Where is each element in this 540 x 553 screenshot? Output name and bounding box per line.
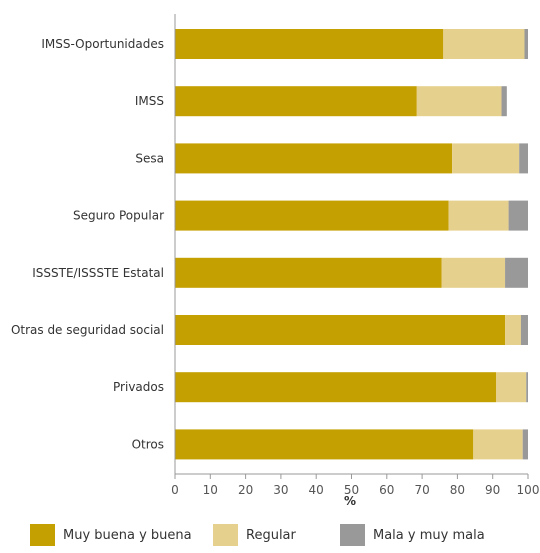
x-tick-label: 50 xyxy=(344,483,359,497)
bar-segment-8-3 xyxy=(522,429,528,460)
legend-swatch xyxy=(30,524,55,546)
bar-segment-4-1 xyxy=(175,200,449,231)
legend-swatch xyxy=(340,524,365,546)
category-label: Otras de seguridad social xyxy=(11,323,164,337)
bars-group xyxy=(175,29,528,460)
x-tick-label: 20 xyxy=(238,483,253,497)
x-tick-label: 40 xyxy=(309,483,324,497)
bar-segment-8-1 xyxy=(175,429,474,460)
bar-segment-6-1 xyxy=(175,315,506,345)
x-tick-label: 60 xyxy=(379,483,394,497)
x-axis-label: % xyxy=(344,494,356,508)
category-label: Otros xyxy=(132,437,164,451)
bar-segment-2-3 xyxy=(501,86,507,117)
x-tick-label: 90 xyxy=(485,483,500,497)
legend-label: Regular xyxy=(246,527,296,543)
x-tick-label: 30 xyxy=(273,483,288,497)
bar-segment-3-3 xyxy=(519,143,528,174)
category-label: IMSS-Oportunidades xyxy=(41,37,164,51)
bar-segment-4-3 xyxy=(508,200,528,231)
legend-item: Muy buena y buena xyxy=(30,524,192,546)
category-label: Sesa xyxy=(135,151,164,165)
category-label: Privados xyxy=(113,380,164,394)
bar-segment-8-2 xyxy=(473,429,523,460)
bar-segment-2-1 xyxy=(175,86,417,117)
category-label: IMSS xyxy=(135,94,164,108)
bar-segment-1-1 xyxy=(175,29,444,59)
bar-segment-1-3 xyxy=(524,29,528,59)
bar-segment-5-3 xyxy=(505,257,528,288)
legend-item: Mala y muy mala xyxy=(340,524,485,546)
bar-segment-6-3 xyxy=(520,315,528,345)
bar-segment-3-1 xyxy=(175,143,453,174)
bar-segment-1-2 xyxy=(443,29,525,59)
x-tick-label: 70 xyxy=(414,483,429,497)
axes-group: 0 10 20 30 40 50 60 70 80 90 100 xyxy=(171,14,539,497)
category-labels: IMSS-Oportunidades IMSS Sesa Seguro Popular… xyxy=(11,37,164,451)
legend-label: Mala y muy mala xyxy=(373,527,485,543)
x-tick-label: 80 xyxy=(450,483,465,497)
legend-swatch xyxy=(213,524,238,546)
bar-segment-7-1 xyxy=(175,372,497,403)
legend: Muy buena y buena Regular Mala y muy mala xyxy=(0,524,540,552)
category-label: Seguro Popular xyxy=(73,209,164,223)
x-tick-label: 10 xyxy=(203,483,218,497)
bar-segment-3-2 xyxy=(452,143,520,174)
bar-segment-7-2 xyxy=(496,372,527,403)
bar-segment-4-2 xyxy=(448,200,509,231)
category-label: ISSSTE/ISSSTE Estatal xyxy=(32,266,164,280)
bar-segment-2-2 xyxy=(416,86,502,117)
legend-label: Muy buena y buena xyxy=(63,527,192,543)
legend-item: Regular xyxy=(213,524,296,546)
bar-segment-5-1 xyxy=(175,257,442,288)
x-tick-label: 0 xyxy=(171,483,179,497)
bar-segment-6-2 xyxy=(505,315,521,345)
x-tick-label: 100 xyxy=(517,483,540,497)
bar-segment-7-3 xyxy=(526,372,528,403)
bar-segment-5-2 xyxy=(441,257,506,288)
